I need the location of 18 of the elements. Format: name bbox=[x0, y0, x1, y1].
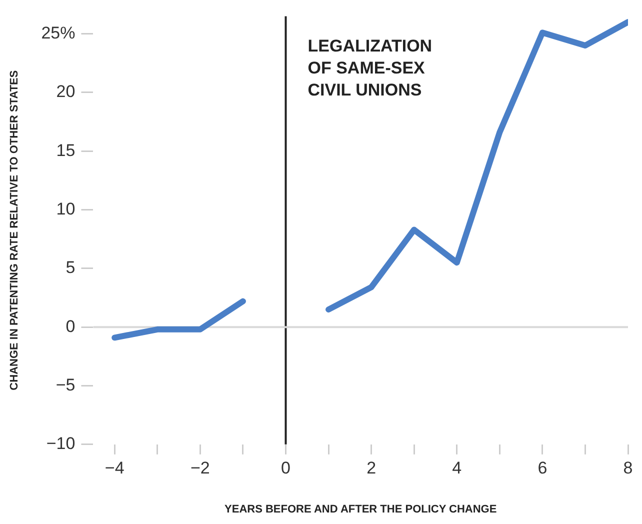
x-axis-title: YEARS BEFORE AND AFTER THE POLICY CHANGE bbox=[224, 503, 497, 516]
y-tick-label: −5 bbox=[56, 375, 76, 394]
x-tick-label: −2 bbox=[190, 458, 210, 478]
x-tick-label: 2 bbox=[366, 458, 376, 478]
ref-line-label: LEGALIZATION OF SAME-SEX CIVIL UNIONS bbox=[308, 36, 432, 100]
y-tick-label: 0 bbox=[66, 316, 76, 336]
x-tick-label: −4 bbox=[104, 458, 124, 478]
y-tick-label: 10 bbox=[56, 199, 76, 218]
y-tick-label: 20 bbox=[56, 82, 76, 102]
y-tick-label: −10 bbox=[46, 434, 76, 454]
x-tick-label: 8 bbox=[623, 458, 633, 478]
y-tick-label: 5 bbox=[66, 258, 76, 278]
x-tick-label: 4 bbox=[452, 458, 462, 478]
x-tick-label: 0 bbox=[281, 458, 290, 478]
y-tick-label: 25% bbox=[41, 23, 76, 42]
y-tick-label: 15 bbox=[56, 140, 76, 160]
y-axis-title: CHANGE IN PATENTING RATE RELATIVE TO OTHER STATES bbox=[8, 70, 21, 390]
x-tick-label: 6 bbox=[538, 458, 548, 478]
